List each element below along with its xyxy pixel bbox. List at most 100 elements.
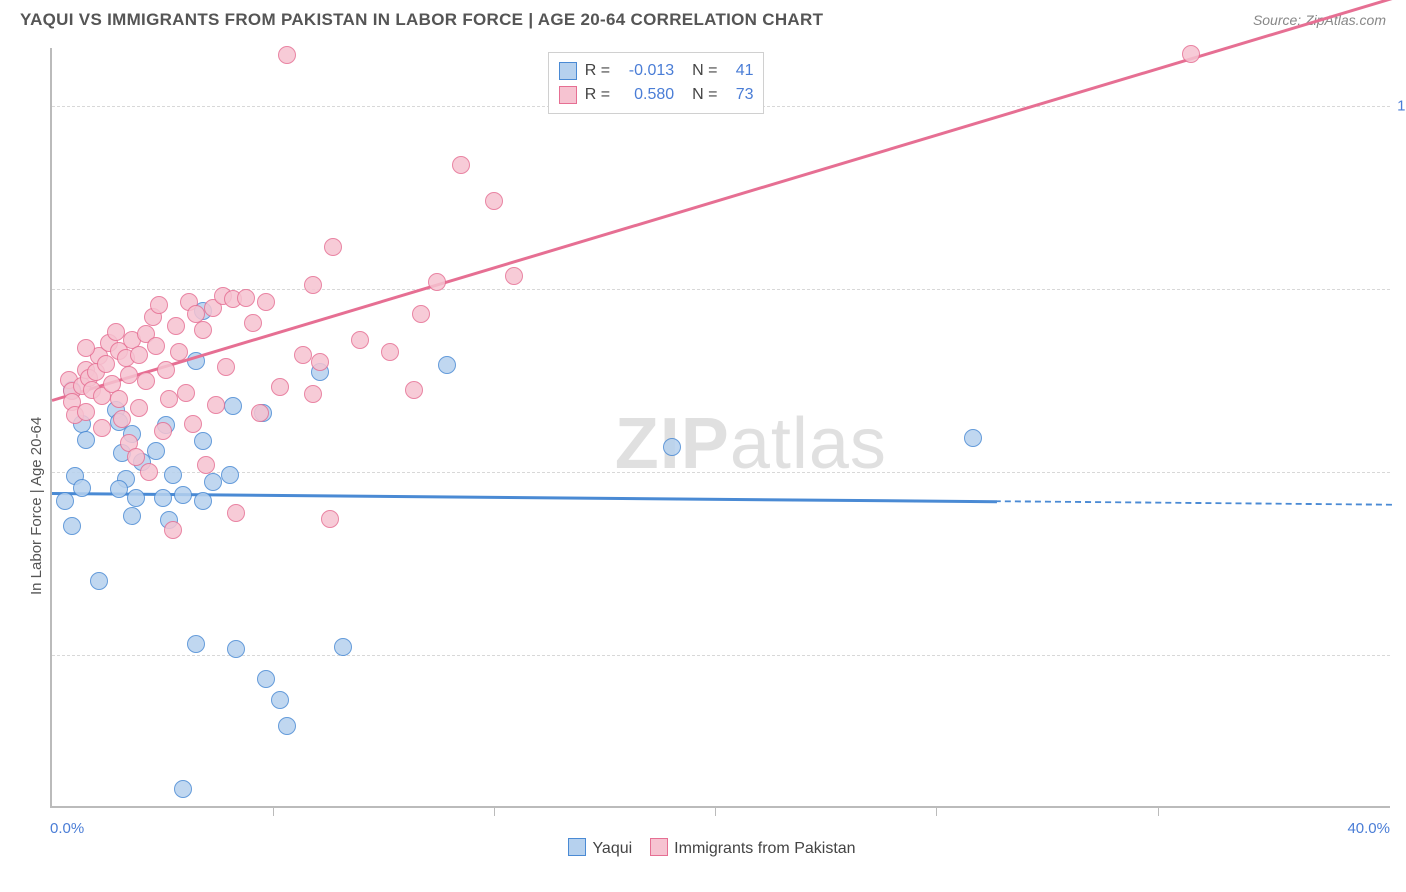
point-pakistan [304,385,322,403]
x-tick-label: 40.0% [1347,820,1390,837]
point-pakistan [113,410,131,428]
stat-r-label: R = [585,83,610,107]
legend-swatch-pakistan [650,838,668,856]
point-yaqui [174,780,192,798]
point-yaqui [56,492,74,510]
point-pakistan [428,273,446,291]
point-pakistan [324,238,342,256]
point-yaqui [194,492,212,510]
x-tick-label: 0.0% [50,820,84,837]
stat-r-label: R = [585,59,610,83]
gridline-h [52,472,1390,473]
point-pakistan [257,293,275,311]
point-pakistan [304,276,322,294]
stat-n-value: 73 [725,83,753,107]
legend-stats-row-pakistan: R = 0.580 N = 73 [559,83,754,107]
point-pakistan [130,346,148,364]
point-yaqui [227,640,245,658]
point-yaqui [187,635,205,653]
legend-swatch-yaqui [568,838,586,856]
point-pakistan [110,390,128,408]
point-pakistan [170,343,188,361]
point-pakistan [505,267,523,285]
point-pakistan [137,372,155,390]
point-pakistan [164,521,182,539]
gridline-h [52,655,1390,656]
point-yaqui [174,486,192,504]
stat-n-value: 41 [725,59,753,83]
point-yaqui [123,507,141,525]
point-yaqui [278,717,296,735]
point-pakistan [251,404,269,422]
point-pakistan [107,323,125,341]
point-pakistan [150,296,168,314]
legend-label-yaqui: Yaqui [592,840,632,857]
legend-stats: R = -0.013 N = 41 R = 0.580 N = 73 [548,52,765,114]
point-yaqui [204,473,222,491]
stat-n-label: N = [692,59,717,83]
point-pakistan [207,396,225,414]
point-pakistan [130,399,148,417]
point-pakistan [217,358,235,376]
gridline-h [52,289,1390,290]
point-pakistan [321,510,339,528]
point-pakistan [311,353,329,371]
point-yaqui [63,517,81,535]
point-pakistan [485,192,503,210]
point-pakistan [452,156,470,174]
point-pakistan [194,321,212,339]
point-yaqui [964,429,982,447]
point-yaqui [221,466,239,484]
point-pakistan [77,403,95,421]
point-yaqui [147,442,165,460]
point-yaqui [334,638,352,656]
point-yaqui [73,479,91,497]
point-pakistan [147,337,165,355]
point-pakistan [227,504,245,522]
stat-r-value: 0.580 [618,83,674,107]
point-yaqui [271,691,289,709]
stat-n-label: N = [692,83,717,107]
legend-bottom: Yaqui Immigrants from Pakistan [0,838,1406,858]
point-pakistan [1182,45,1200,63]
point-pakistan [278,46,296,64]
point-pakistan [294,346,312,364]
point-pakistan [93,419,111,437]
point-yaqui [154,489,172,507]
point-yaqui [224,397,242,415]
point-pakistan [154,422,172,440]
chart-title: YAQUI VS IMMIGRANTS FROM PAKISTAN IN LAB… [20,10,823,30]
point-pakistan [157,361,175,379]
point-yaqui [194,432,212,450]
stat-r-value: -0.013 [618,59,674,83]
point-pakistan [244,314,262,332]
point-pakistan [381,343,399,361]
point-pakistan [120,366,138,384]
point-pakistan [140,463,158,481]
plot-area: 62.5%75.0%87.5%100.0%In Labor Force | Ag… [50,48,1390,808]
point-yaqui [110,480,128,498]
point-yaqui [127,489,145,507]
point-pakistan [77,339,95,357]
point-pakistan [167,317,185,335]
point-pakistan [97,355,115,373]
y-tick-label: 100.0% [1397,98,1406,115]
legend-stats-row-yaqui: R = -0.013 N = 41 [559,59,754,83]
point-yaqui [663,438,681,456]
point-pakistan [177,384,195,402]
point-pakistan [405,381,423,399]
legend-label-pakistan: Immigrants from Pakistan [674,840,855,857]
point-pakistan [197,456,215,474]
point-pakistan [237,289,255,307]
point-pakistan [271,378,289,396]
swatch-yaqui [559,62,577,80]
point-pakistan [160,390,178,408]
point-pakistan [351,331,369,349]
point-yaqui [90,572,108,590]
swatch-pakistan [559,86,577,104]
point-pakistan [127,448,145,466]
point-yaqui [77,431,95,449]
point-yaqui [257,670,275,688]
point-yaqui [164,466,182,484]
point-yaqui [438,356,456,374]
